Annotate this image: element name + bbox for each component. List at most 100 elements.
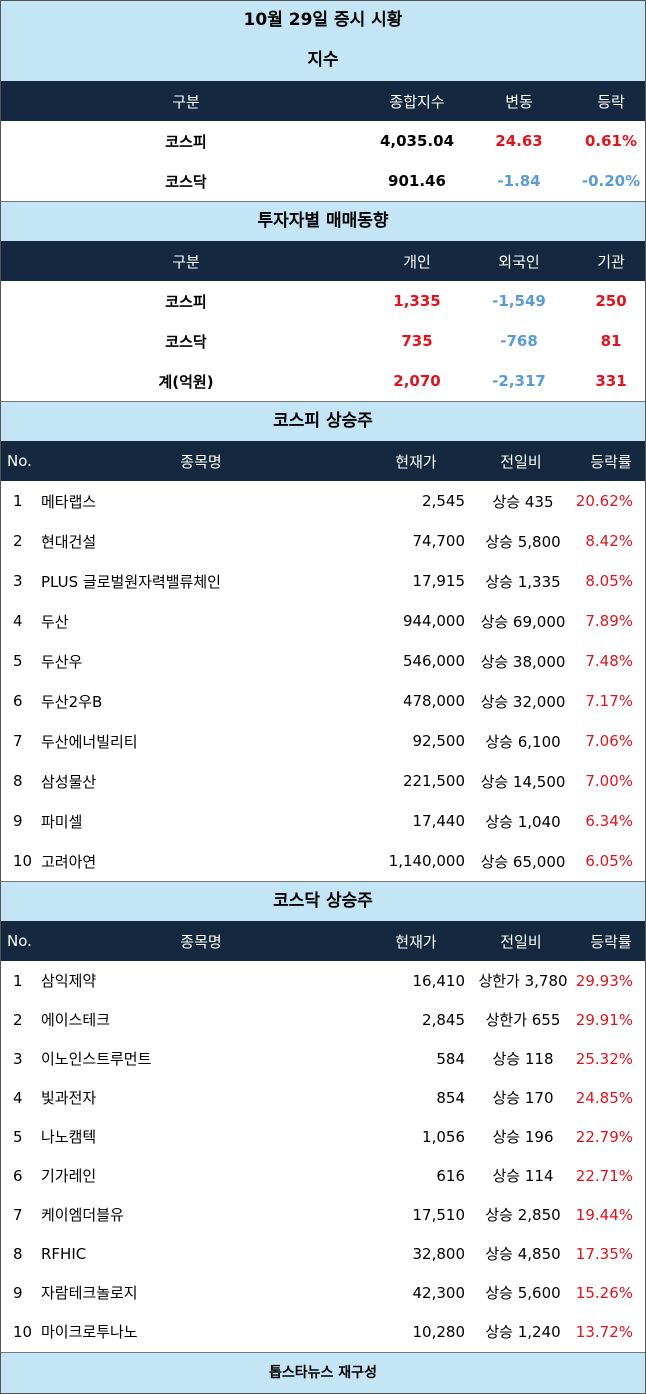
kospi-row-no: 7: [13, 732, 23, 750]
kospi-rate: 6.05%: [585, 852, 633, 870]
index-header-composite: 종합지수: [389, 92, 445, 111]
kospi-row-no: 1: [13, 492, 23, 510]
kosdaq-price: 2,845: [422, 1010, 465, 1029]
kospi-rate: 7.48%: [585, 652, 633, 670]
kospi-rate: 20.62%: [575, 492, 633, 510]
investor-foreign: -2,317: [492, 372, 546, 390]
kospi-stock-name: PLUS 글로벌원자력밸류체인: [41, 572, 221, 591]
kosdaq-table-row: 7 케이엠더블유 17,510 상승 2,850 19.44%: [1, 1195, 645, 1234]
kosdaq-row-no: 7: [13, 1205, 23, 1224]
kospi-price: 546,000: [402, 652, 465, 670]
kospi-stock-name: 삼성물산: [41, 772, 97, 791]
kospi-stock-name: 두산2우B: [41, 692, 103, 711]
kosdaq-header-rate: 등락률: [590, 932, 632, 951]
kosdaq-stock-name: 삼익제약: [41, 972, 97, 990]
kosdaq-row-no: 1: [13, 971, 23, 990]
kosdaq-change: 상승 5,600: [485, 1284, 561, 1302]
kosdaq-price: 10,280: [412, 1322, 466, 1341]
kospi-rate: 7.17%: [585, 692, 633, 710]
kosdaq-price: 854: [436, 1088, 465, 1107]
title-band: 10월 29일 증시 시황 지수: [1, 1, 645, 81]
kosdaq-stock-name: 케이엠더블유: [41, 1206, 124, 1224]
kospi-stock-name: 두산우: [41, 652, 83, 671]
kosdaq-row-no: 5: [13, 1127, 23, 1146]
kospi-price: 2,545: [422, 492, 465, 510]
kosdaq-table-row: 9 자람테크놀로지 42,300 상승 5,600 15.26%: [1, 1273, 645, 1312]
kosdaq-stock-name: 마이크로투나노: [41, 1323, 138, 1341]
kosdaq-change: 상승 1,240: [485, 1323, 561, 1341]
investor-foreign: -1,549: [492, 292, 546, 310]
kosdaq-rate: 19.44%: [575, 1205, 633, 1224]
kosdaq-rows: 1 삼익제약 16,410 상한가 3,780 29.93% 2 에이스테크 2,845 상한가…: [1, 961, 645, 1351]
kosdaq-change: 상승 4,850: [485, 1245, 561, 1263]
kospi-change: 상승 14,500: [480, 772, 566, 791]
kosdaq-stock-name: 기가레인: [41, 1167, 97, 1185]
kosdaq-change: 상한가 3,780: [478, 972, 568, 990]
investor-institution: 81: [600, 332, 622, 350]
kosdaq-table-row: 4 빛과전자 854 상승 170 24.85%: [1, 1078, 645, 1117]
kospi-row-no: 8: [13, 772, 23, 790]
index-section-title: 지수: [307, 50, 339, 70]
kospi-rate: 7.00%: [585, 772, 633, 790]
kospi-table-row: 6 두산2우B 478,000 상승 32,000 7.17%: [1, 681, 645, 721]
index-change: -1.84: [497, 172, 541, 190]
kospi-gainers-title: 코스피 상승주: [1, 401, 645, 441]
kosdaq-row-no: 3: [13, 1049, 23, 1068]
kospi-price: 1,140,000: [388, 852, 465, 870]
kospi-change: 상승 6,100: [485, 732, 561, 751]
investor-section-title: 투자자별 매매동향: [1, 201, 645, 241]
kosdaq-stock-name: 이노인스트루먼트: [41, 1050, 152, 1068]
kosdaq-table-row: 10 마이크로투나노 10,280 상승 1,240 13.72%: [1, 1312, 645, 1351]
investor-header-foreign: 외국인: [498, 252, 540, 271]
kospi-header-row: No. 종목명 현재가 전일비 등락률: [1, 441, 645, 481]
index-header-change: 변동: [505, 92, 533, 111]
kospi-price: 74,700: [412, 532, 466, 550]
kospi-stock-name: 메타랩스: [41, 492, 97, 511]
investor-row: 코스피 1,335 -1,549 250: [1, 281, 645, 321]
kospi-table-row: 7 두산에너빌리티 92,500 상승 6,100 7.06%: [1, 721, 645, 761]
kosdaq-table-row: 6 기가레인 616 상승 114 22.71%: [1, 1156, 645, 1195]
kospi-stock-name: 현대건설: [41, 532, 97, 551]
index-header-category: 구분: [172, 92, 200, 111]
kospi-row-no: 4: [13, 612, 23, 630]
kosdaq-header-row: No. 종목명 현재가 전일비 등락률: [1, 921, 645, 961]
kosdaq-table-row: 2 에이스테크 2,845 상한가 655 29.91%: [1, 1000, 645, 1039]
kospi-change: 상승 65,000: [480, 852, 566, 871]
kospi-price: 478,000: [402, 692, 465, 710]
kospi-row-no: 3: [13, 572, 23, 590]
kosdaq-price: 616: [436, 1166, 465, 1185]
kospi-stock-name: 고려아연: [41, 852, 97, 871]
kospi-table-row: 9 파미셀 17,440 상승 1,040 6.34%: [1, 801, 645, 841]
investor-name: 코스닥: [165, 332, 207, 351]
kospi-rate: 7.89%: [585, 612, 633, 630]
kospi-table-row: 10 고려아연 1,140,000 상승 65,000 6.05%: [1, 841, 645, 881]
kospi-change: 상승 1,040: [485, 812, 561, 831]
index-header-row: 구분 종합지수 변동 등락: [1, 81, 645, 121]
index-value: 901.46: [388, 172, 446, 190]
investor-header-category: 구분: [172, 252, 200, 271]
kosdaq-rate: 25.32%: [575, 1049, 633, 1068]
investor-individual: 735: [401, 332, 433, 350]
investor-row: 코스닥 735 -768 81: [1, 321, 645, 361]
kosdaq-rate: 22.71%: [575, 1166, 633, 1185]
kosdaq-price: 584: [436, 1049, 465, 1068]
kosdaq-stock-name: RFHIC: [41, 1244, 87, 1263]
kosdaq-change: 상한가 655: [485, 1011, 561, 1029]
investor-institution: 250: [595, 292, 627, 310]
kosdaq-change: 상승 196: [492, 1128, 554, 1146]
kospi-row-no: 9: [13, 812, 23, 830]
investor-name: 계(억원): [158, 372, 214, 391]
kospi-rate: 8.42%: [585, 532, 633, 550]
index-name: 코스닥: [165, 172, 207, 191]
kospi-rate: 6.34%: [585, 812, 633, 830]
kospi-header-name: 종목명: [180, 452, 222, 471]
kospi-stock-name: 파미셀: [41, 812, 83, 831]
kospi-price: 92,500: [412, 732, 466, 750]
kosdaq-price: 17,510: [412, 1205, 466, 1224]
kosdaq-table-row: 5 나노캠텍 1,056 상승 196 22.79%: [1, 1117, 645, 1156]
kosdaq-row-no: 8: [13, 1244, 23, 1263]
kospi-rows: 1 메타랩스 2,545 상승 435 20.62% 2 현대건설 74,700 상승 5,80…: [1, 481, 645, 881]
kospi-stock-name: 두산: [41, 612, 69, 631]
index-row: 코스닥 901.46 -1.84 -0.20%: [1, 161, 645, 201]
